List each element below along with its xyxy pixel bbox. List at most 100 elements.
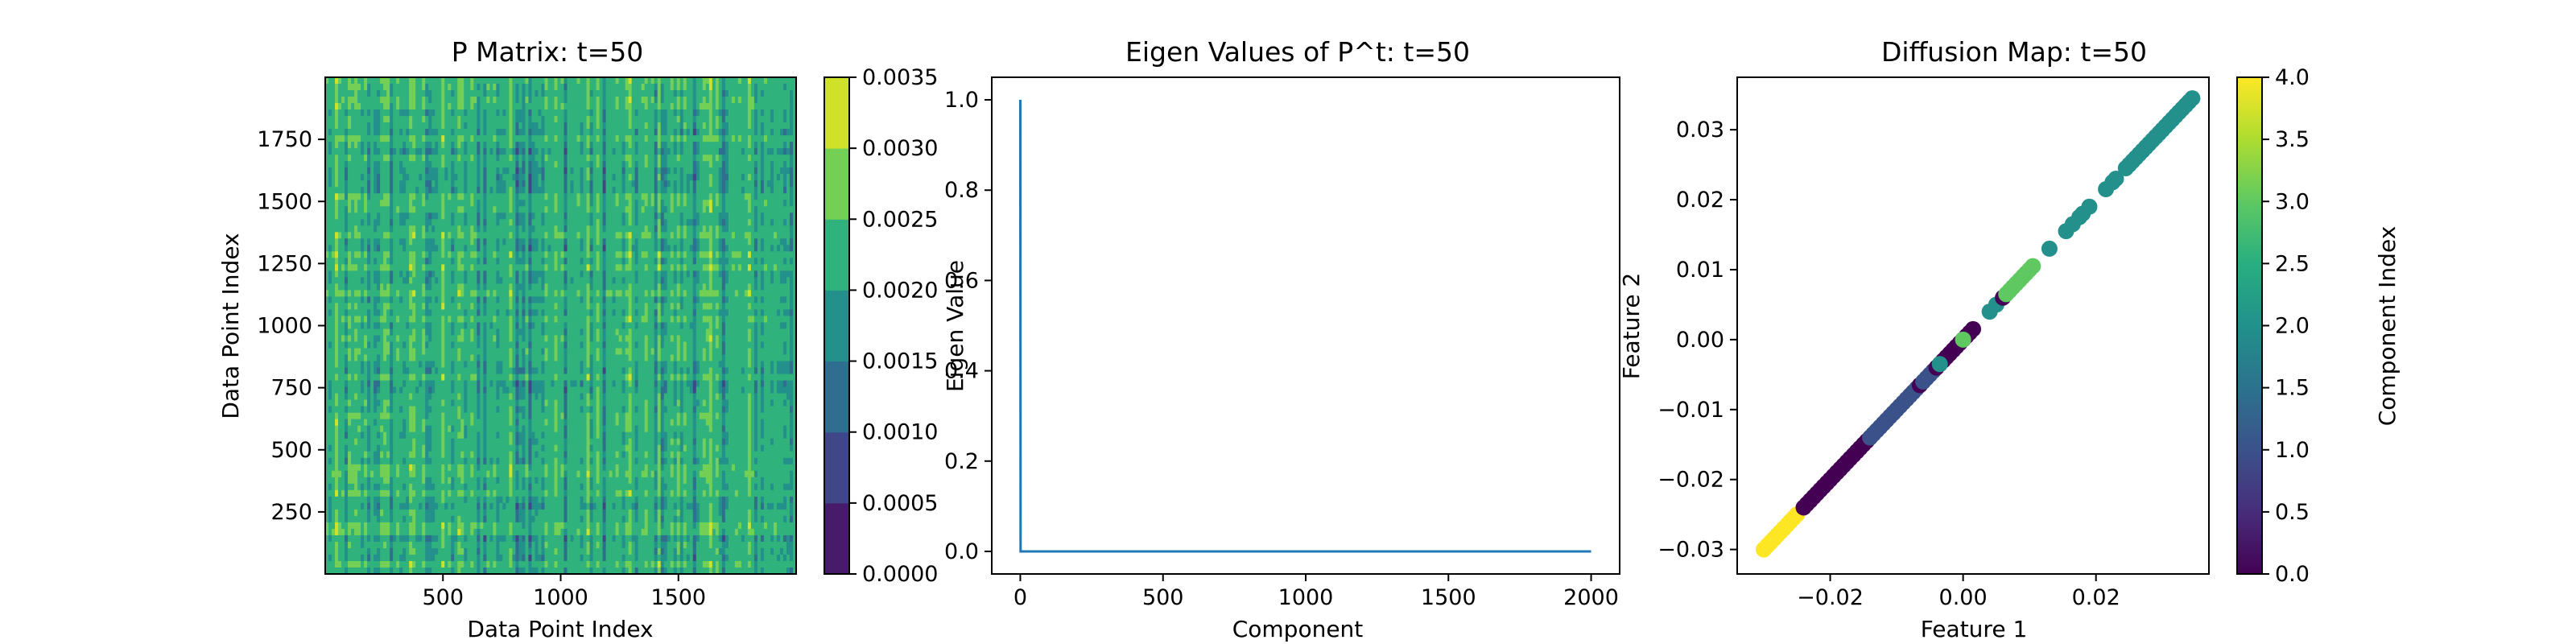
heatmap-cell	[522, 283, 526, 291]
heatmap-cell	[380, 489, 384, 497]
heatmap-cell	[348, 535, 352, 543]
heatmap-cell	[477, 431, 481, 440]
heatmap-cell	[486, 97, 490, 104]
heatmap-cell	[496, 451, 500, 459]
heatmap-cell	[473, 361, 477, 369]
heatmap-cell	[402, 341, 407, 349]
heatmap-cell	[396, 103, 400, 110]
heatmap-cell	[402, 380, 407, 388]
heatmap-cell	[448, 77, 452, 85]
heatmap-cell	[396, 84, 400, 91]
heatmap-cell	[438, 522, 442, 530]
heatmap-cell	[332, 496, 336, 504]
heatmap-cell	[377, 180, 381, 188]
heatmap-cell	[483, 502, 487, 510]
heatmap-cell	[328, 483, 332, 491]
heatmap-cell	[402, 528, 407, 536]
heatmap-cell	[496, 258, 500, 265]
heatmap-cell	[374, 303, 378, 311]
heatmap-cell	[402, 541, 407, 549]
heatmap-cell	[496, 496, 500, 504]
heatmap-cell	[525, 213, 530, 220]
heatmap-cell	[383, 309, 387, 317]
heatmap-cell	[531, 219, 536, 226]
heatmap-cell	[457, 367, 461, 375]
heatmap-cell	[460, 290, 464, 298]
heatmap-cell	[390, 464, 394, 472]
heatmap-cell	[380, 193, 384, 200]
heatmap-cell	[496, 431, 500, 440]
heatmap-cell	[448, 283, 452, 291]
heatmap-cell	[402, 90, 407, 97]
heatmap-cell	[486, 567, 490, 575]
heatmap-cell	[386, 309, 390, 317]
heatmap-cell	[438, 142, 442, 149]
heatmap-cell	[509, 419, 513, 427]
heatmap-cell	[489, 258, 493, 265]
heatmap-cell	[483, 309, 487, 317]
heatmap-cell	[345, 180, 349, 188]
heatmap-cell	[325, 464, 329, 472]
heatmap-cell	[325, 431, 329, 440]
heatmap-cell	[438, 444, 442, 452]
heatmap-cell	[422, 438, 426, 446]
heatmap-cell	[522, 341, 526, 349]
heatmap-cell	[435, 155, 439, 162]
heatmap-cell	[380, 457, 384, 465]
heatmap-cell	[415, 309, 419, 317]
heatmap-cell	[348, 109, 352, 117]
heatmap-cell	[464, 386, 468, 394]
heatmap-cell	[431, 270, 436, 278]
heatmap-cell	[470, 438, 474, 446]
heatmap-cells	[325, 77, 797, 575]
heatmap-cell	[435, 348, 439, 356]
heatmap-cell	[486, 457, 490, 465]
heatmap-cell	[402, 122, 407, 130]
heatmap-cell	[448, 309, 452, 317]
heatmap-cell	[454, 219, 458, 226]
heatmap-cell	[441, 277, 445, 285]
heatmap-cell	[518, 206, 523, 213]
heatmap-cell	[338, 77, 342, 85]
heatmap-cell	[444, 464, 448, 472]
heatmap-cell	[390, 283, 394, 291]
heatmap-cell	[380, 187, 384, 194]
heatmap-cell	[364, 161, 368, 168]
heatmap-cell	[493, 187, 497, 194]
heatmap-cell	[512, 277, 517, 285]
heatmap-cell	[518, 193, 523, 200]
heatmap-cell	[506, 122, 510, 130]
heatmap-cell	[457, 451, 461, 459]
heatmap-cell	[328, 129, 332, 136]
heatmap-cell	[464, 129, 468, 136]
heatmap-cell	[428, 374, 432, 382]
heatmap-cell	[496, 193, 500, 200]
heatmap-cell	[506, 477, 510, 485]
heatmap-cell	[428, 90, 432, 97]
heatmap-cell	[390, 316, 394, 324]
heatmap-cell	[512, 283, 517, 291]
heatmap-cell	[409, 489, 413, 497]
heatmap-cell	[419, 200, 423, 207]
heatmap-cell	[457, 103, 461, 110]
heatmap-cell	[435, 213, 439, 220]
heatmap-cell	[325, 264, 329, 271]
heatmap-cell	[380, 155, 384, 162]
heatmap-cell	[328, 380, 332, 388]
heatmap-cell	[390, 135, 394, 142]
heatmap-cell	[509, 258, 513, 265]
heatmap-cell	[351, 489, 355, 497]
heatmap-cell	[506, 335, 510, 343]
heatmap-cell	[528, 374, 533, 382]
heatmap-cell	[506, 258, 510, 265]
heatmap-cell	[345, 77, 349, 85]
heatmap-cell	[441, 457, 445, 465]
heatmap-cell	[399, 451, 403, 459]
heatmap-cell	[386, 283, 390, 291]
heatmap-cell	[396, 412, 400, 420]
heatmap-cell	[428, 354, 432, 362]
heatmap-cell	[338, 522, 342, 530]
heatmap-cell	[467, 258, 471, 265]
heatmap-cell	[393, 322, 397, 330]
heatmap-cell	[361, 567, 365, 575]
